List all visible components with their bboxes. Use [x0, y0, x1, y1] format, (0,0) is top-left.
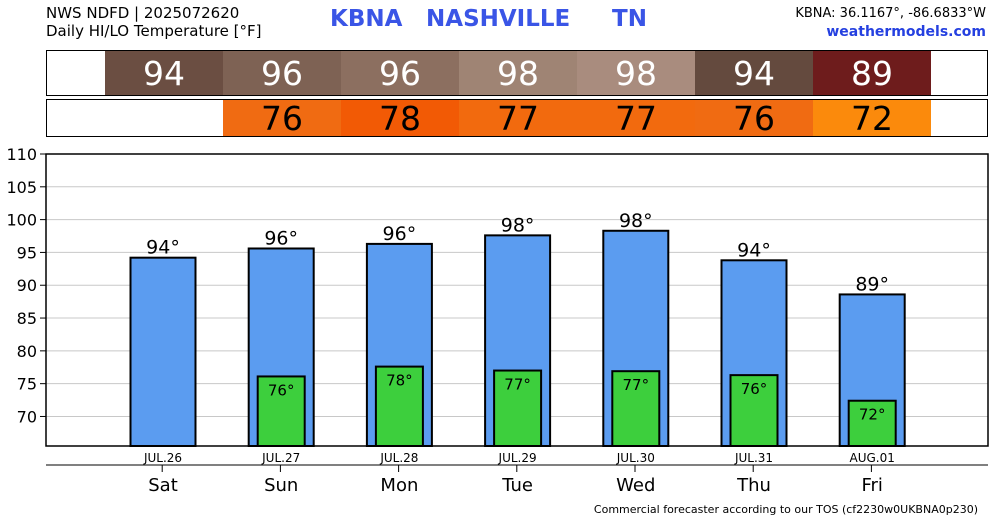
- y-tick-label: 75: [17, 375, 37, 394]
- date-label: JUL.26: [143, 451, 182, 465]
- high-temp-label: 96°: [264, 227, 298, 249]
- low-temp-label: 76°: [268, 381, 295, 399]
- day-label: Sun: [264, 475, 298, 496]
- hi-strip-cell-2: 96: [341, 51, 459, 95]
- day-label: Wed: [616, 475, 655, 496]
- y-tick-label: 100: [6, 211, 37, 230]
- low-temp-bar: [611, 370, 661, 447]
- lo-strip-cell-1: 76: [223, 99, 341, 138]
- date-label: JUL.31: [734, 451, 773, 465]
- high-temp-bar: [129, 256, 197, 447]
- low-temp-bar: [374, 365, 424, 447]
- y-tick-label: 80: [17, 342, 37, 361]
- high-temp-label: 94°: [146, 237, 180, 259]
- lo-strip-cell-5: 76: [695, 99, 813, 138]
- site-link[interactable]: weathermodels.com: [826, 24, 986, 40]
- hi-strip-cell-1: 96: [223, 51, 341, 95]
- y-tick-label: 110: [6, 145, 37, 164]
- hi-strip-cell-5: 94: [695, 51, 813, 95]
- lo-strip-cell-3: 77: [459, 99, 577, 138]
- day-label: Thu: [736, 475, 771, 496]
- station-code: KBNA: [330, 6, 403, 32]
- date-label: JUL.29: [498, 451, 537, 465]
- date-label: JUL.28: [379, 451, 418, 465]
- station-city: NASHVILLE: [426, 6, 571, 32]
- day-label: Tue: [501, 475, 533, 496]
- hi-strip-cell-0: 94: [105, 51, 223, 95]
- y-tick-label: 85: [17, 309, 37, 328]
- hi-strip-cell-6: 89: [813, 51, 931, 95]
- low-temp-bar: [847, 399, 897, 448]
- high-temp-label: 89°: [855, 273, 889, 295]
- y-tick-label: 95: [17, 243, 37, 262]
- low-temp-strip: 76 78 77 77 76 72: [46, 99, 988, 138]
- high-temp-label: 94°: [737, 239, 771, 261]
- low-temp-label: 78°: [386, 372, 413, 390]
- day-label: Mon: [380, 475, 418, 496]
- low-temp-label: 77°: [504, 376, 531, 394]
- low-temp-label: 77°: [623, 376, 650, 394]
- day-label: Sat: [148, 475, 178, 496]
- high-temp-label: 98°: [619, 210, 653, 232]
- low-temp-label: 76°: [741, 380, 768, 398]
- high-temp-label: 96°: [383, 223, 417, 245]
- y-tick-label: 90: [17, 276, 37, 295]
- footer-note: Commercial forecaster according to our T…: [593, 503, 978, 516]
- hi-strip-cell-3: 98: [459, 51, 577, 95]
- station-coords: KBNA: 36.1167°, -86.6833°W: [795, 6, 986, 21]
- high-temp-label: 98°: [501, 214, 535, 236]
- lo-strip-cell-2: 78: [341, 99, 459, 138]
- hi-strip-cell-4: 98: [577, 51, 695, 95]
- y-tick-label: 70: [17, 407, 37, 426]
- date-label: JUL.27: [261, 451, 300, 465]
- chart-subtitle: Daily HI/LO Temperature [°F]: [46, 22, 262, 40]
- low-temp-label: 72°: [859, 406, 886, 424]
- header-right: KBNA: 36.1167°, -86.6833°W weathermodels…: [795, 5, 986, 41]
- header-left: NWS NDFD | 2025072620 Daily HI/LO Temper…: [46, 4, 262, 40]
- station-state: TN: [612, 6, 647, 32]
- date-label: AUG.01: [850, 451, 895, 465]
- low-temp-bar: [256, 375, 306, 447]
- day-label: Fri: [861, 475, 882, 496]
- plot-frame: [45, 153, 989, 447]
- lo-strip-cell-4: 77: [577, 99, 695, 138]
- source-line: NWS NDFD | 2025072620: [46, 4, 240, 22]
- y-tick-label: 105: [6, 178, 37, 197]
- lo-strip-cell-6: 72: [813, 99, 931, 138]
- date-label: JUL.30: [616, 451, 655, 465]
- high-temp-strip: 94 96 96 98 98 94 89: [46, 50, 988, 96]
- low-temp-bar: [493, 369, 543, 448]
- station-title: KBNA NASHVILLE TN: [330, 6, 800, 32]
